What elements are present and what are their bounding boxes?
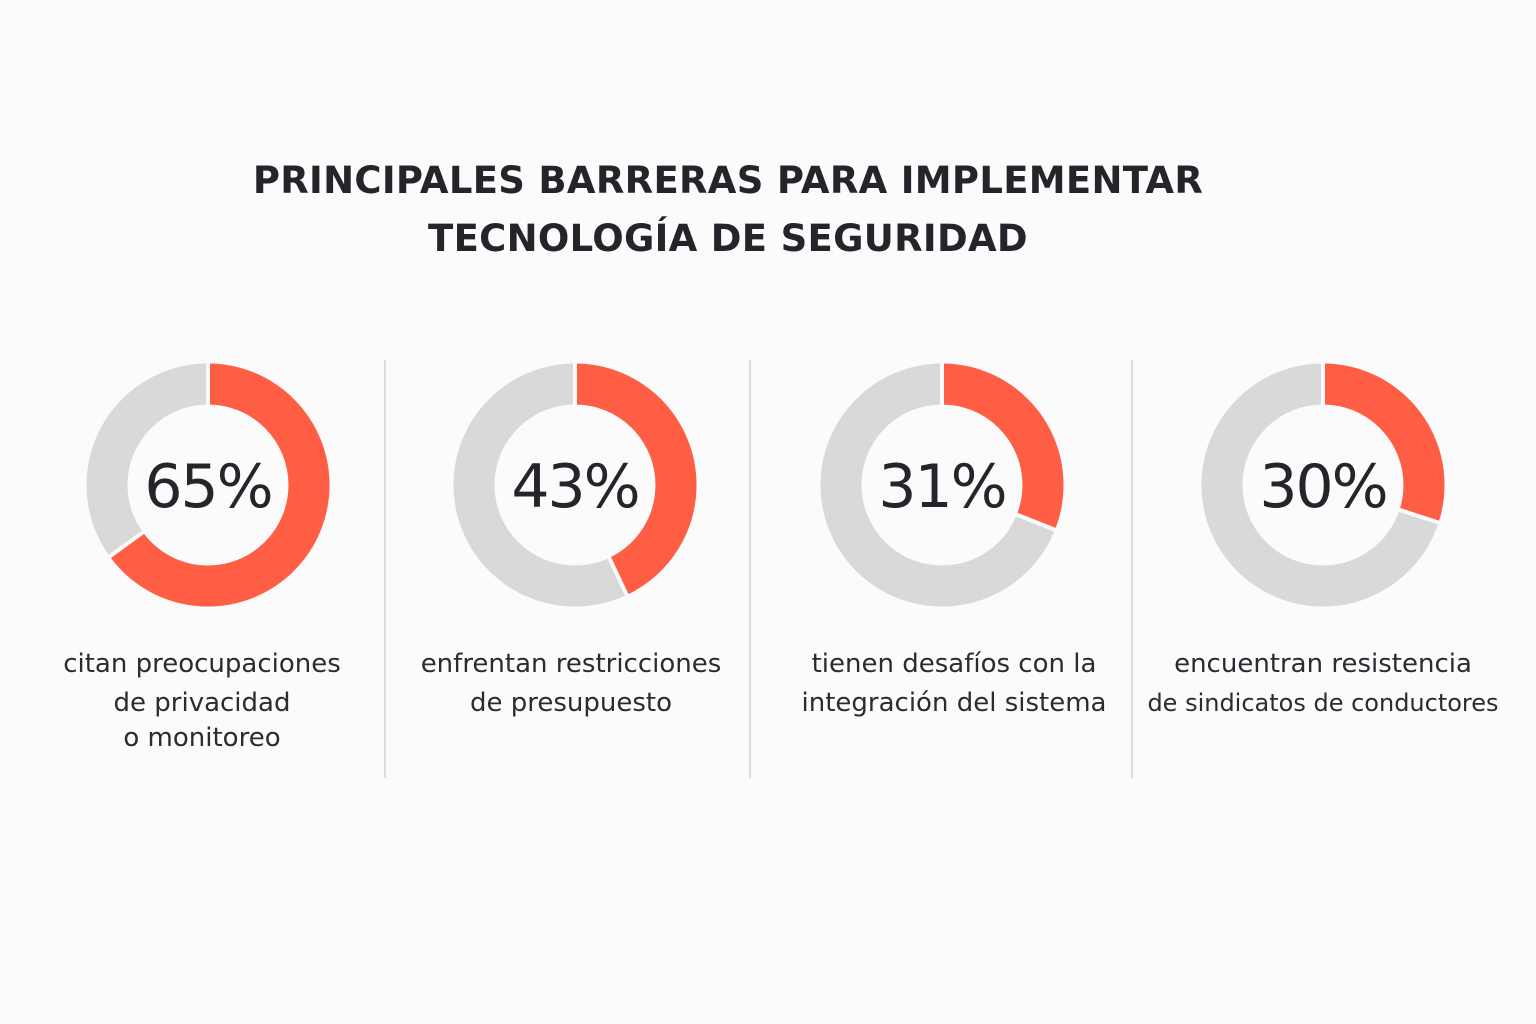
divider — [749, 360, 751, 778]
donut-segment-gap — [607, 556, 629, 597]
caption-line: enfrentan restricciones — [420, 649, 722, 679]
caption-line: tienen desafíos con la — [811, 649, 1097, 679]
divider — [384, 360, 386, 778]
chart-title: PRINCIPALES BARRERAS PARA IMPLEMENTAR TE… — [0, 152, 1456, 268]
donut-segment-gap — [1397, 507, 1441, 525]
caption-2: enfrentan restricciones de presupuesto — [381, 645, 761, 723]
donut-segment-gap — [1015, 512, 1057, 532]
caption-line: encuentran resistencia — [1174, 649, 1472, 679]
donut-value-label-3: 31% — [878, 452, 1005, 522]
divider — [1131, 360, 1133, 778]
caption-1: citan preocupaciones de privacidad o mon… — [12, 645, 392, 758]
caption-line: citan preocupaciones — [63, 649, 341, 679]
title-line-2: TECNOLOGÍA DE SEGURIDAD — [428, 217, 1028, 260]
caption-3: tienen desafíos con la integración del s… — [764, 645, 1144, 723]
caption-line: de presupuesto — [469, 688, 673, 718]
donut-segment-gap — [107, 530, 145, 559]
donut-value-label-4: 30% — [1259, 452, 1386, 522]
caption-line: o monitoreo — [123, 723, 281, 753]
caption-line: de sindicatos de conductores — [1147, 689, 1499, 717]
caption-line: integración del sistema — [801, 688, 1107, 718]
donut-value-label-1: 65% — [144, 452, 271, 522]
caption-line: de privacidad — [113, 688, 291, 718]
caption-4: encuentran resistencia de sindicatos de … — [1133, 645, 1513, 723]
donut-value-label-2: 43% — [511, 452, 638, 522]
title-line-1: PRINCIPALES BARRERAS PARA IMPLEMENTAR — [252, 159, 1204, 202]
